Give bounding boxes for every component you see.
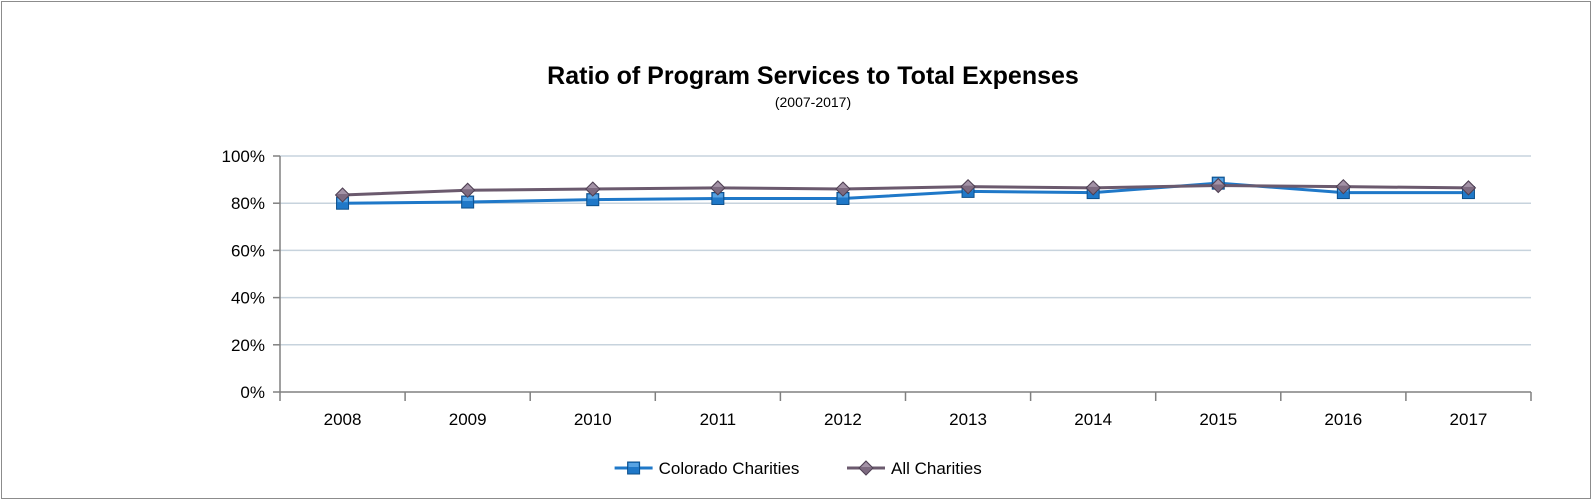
x-tick-label: 2013 [949,410,987,429]
y-tick-label: 60% [231,241,265,260]
legend-item-1: Colorado Charities [614,459,800,478]
data-point-series-2 [1085,180,1101,196]
y-tick-label: 20% [231,336,265,355]
data-point-series-2 [459,182,476,198]
series-lines [334,176,1477,210]
x-tick-label: 2017 [1450,410,1488,429]
data-point-series-2 [710,180,726,196]
series-line-2 [342,184,1469,197]
legend-label: All Charities [891,459,982,478]
data-point-series-2 [334,187,351,203]
legend-marker [858,460,874,476]
x-tick-label: 2009 [449,410,487,429]
y-tick-label: 40% [231,289,265,308]
x-tick-label: 2011 [700,410,737,429]
data-point-series-2 [960,178,976,195]
data-point-series-2 [1210,177,1226,194]
x-tick-label: 2014 [1074,410,1112,429]
legend-item-2: All Charities [847,459,982,478]
series-line-1 [342,181,1469,205]
x-tick-label: 2015 [1199,410,1237,429]
data-point-series-2 [835,181,851,197]
data-point-series-2 [585,181,601,197]
chart-title: Ratio of Program Services to Total Expen… [547,62,1079,90]
data-point-series-2 [1335,178,1352,195]
data-point-series-2 [1460,180,1477,196]
y-tick-label: 0% [240,383,265,402]
y-tick-label: 80% [231,194,265,213]
legend-marker [627,461,641,475]
x-tick-label: 2016 [1324,410,1362,429]
x-tick-label: 2012 [824,410,862,429]
gridlines [280,155,1531,346]
y-tick-label: 100% [222,147,265,166]
chart-subtitle: (2007-2017) [775,94,851,110]
x-tick-label: 2010 [574,410,612,429]
legend: Colorado Charities All Charities [614,459,982,478]
legend-label: Colorado Charities [659,459,800,478]
axes: 0% 20% 40% 60% 80% 100% 2008 2009 2010 2011 2012 20… [222,147,1532,429]
x-tick-label: 2008 [324,410,362,429]
